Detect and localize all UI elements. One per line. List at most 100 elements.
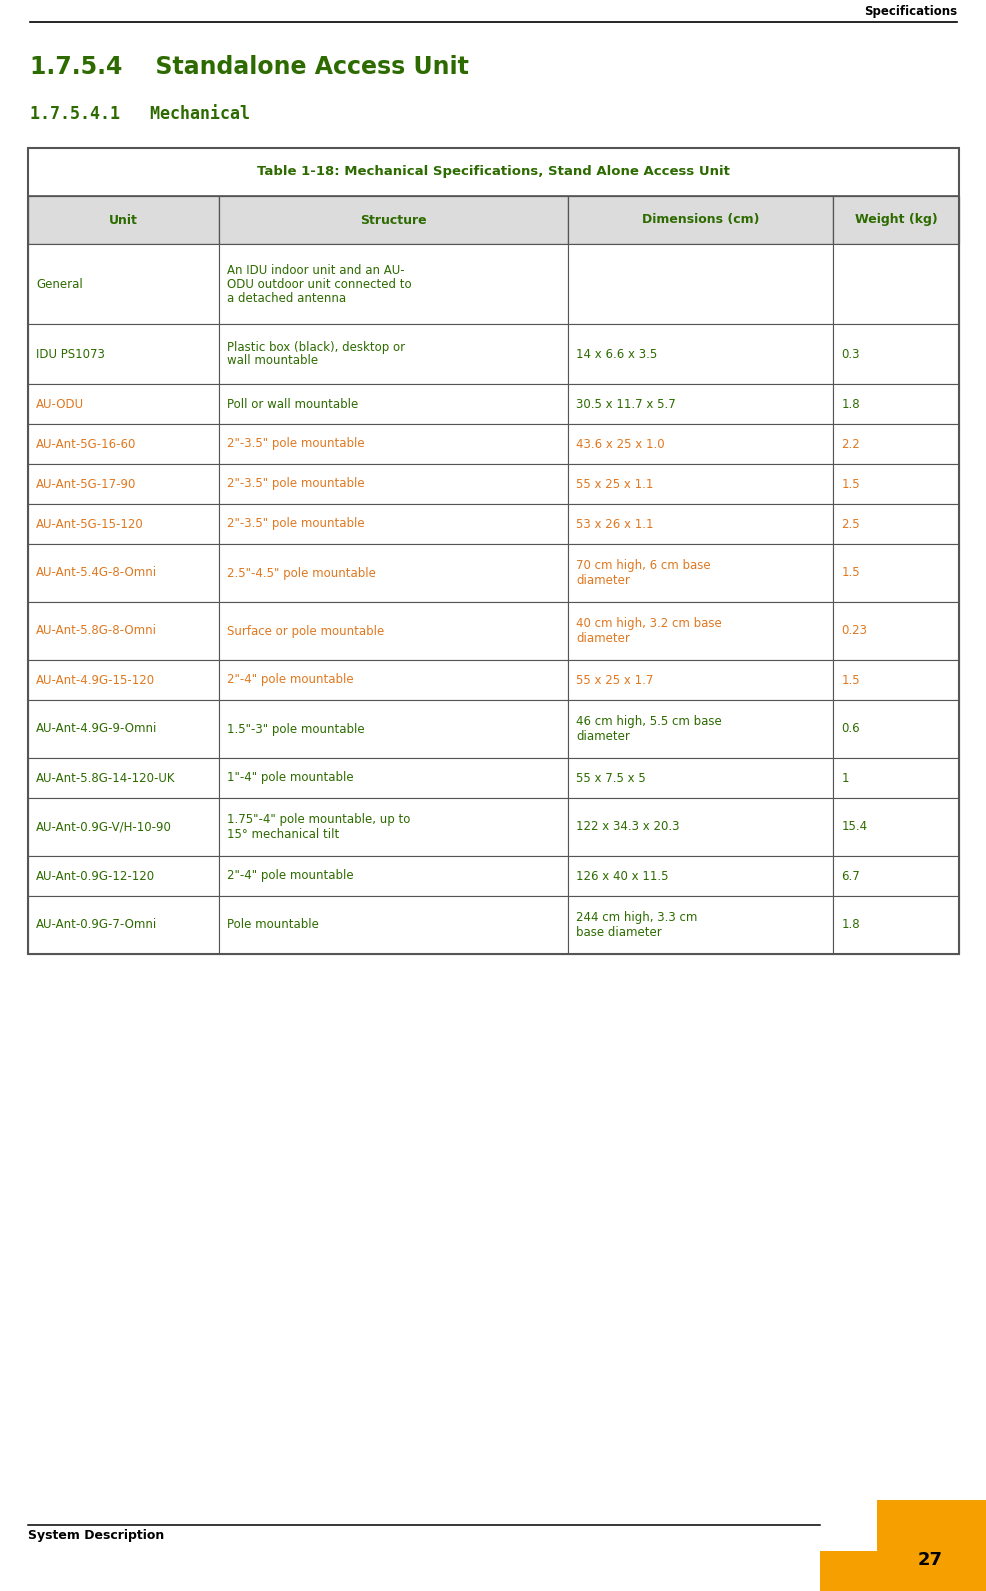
Text: 126 x 40 x 11.5: 126 x 40 x 11.5 xyxy=(576,870,668,883)
Text: 14 x 6.6 x 3.5: 14 x 6.6 x 3.5 xyxy=(576,347,657,361)
Bar xyxy=(832,601,958,660)
Text: 1.5: 1.5 xyxy=(840,566,859,579)
Bar xyxy=(219,196,567,243)
Text: a detached antenna: a detached antenna xyxy=(227,291,346,304)
Text: ODU outdoor unit connected to: ODU outdoor unit connected to xyxy=(227,277,411,291)
Text: 244 cm high, 3.3 cm: 244 cm high, 3.3 cm xyxy=(576,912,697,924)
Bar xyxy=(28,148,958,955)
Bar xyxy=(832,423,958,465)
Text: AU-Ant-4.9G-9-Omni: AU-Ant-4.9G-9-Omni xyxy=(35,722,157,735)
Text: 70 cm high, 6 cm base: 70 cm high, 6 cm base xyxy=(576,560,710,573)
Text: Poll or wall mountable: Poll or wall mountable xyxy=(227,398,358,410)
Bar xyxy=(877,1500,986,1591)
Text: An IDU indoor unit and an AU-: An IDU indoor unit and an AU- xyxy=(227,264,404,277)
Text: Structure: Structure xyxy=(360,213,426,226)
Text: wall mountable: wall mountable xyxy=(227,355,317,368)
Text: 6.7: 6.7 xyxy=(840,870,859,883)
Text: 1.7.5.4    Standalone Access Unit: 1.7.5.4 Standalone Access Unit xyxy=(30,56,468,80)
Text: 122 x 34.3 x 20.3: 122 x 34.3 x 20.3 xyxy=(576,821,678,834)
Text: Dimensions (cm): Dimensions (cm) xyxy=(641,213,758,226)
Text: 43.6 x 25 x 1.0: 43.6 x 25 x 1.0 xyxy=(576,438,664,450)
Bar xyxy=(567,465,832,504)
Text: AU-Ant-5.8G-14-120-UK: AU-Ant-5.8G-14-120-UK xyxy=(35,772,176,784)
Text: 1.75"-4" pole mountable, up to: 1.75"-4" pole mountable, up to xyxy=(227,813,410,826)
Text: Specifications: Specifications xyxy=(863,5,956,18)
Bar xyxy=(567,544,832,601)
Text: 2.5"-4.5" pole mountable: 2.5"-4.5" pole mountable xyxy=(227,566,376,579)
Bar xyxy=(567,660,832,700)
Text: AU-Ant-5G-15-120: AU-Ant-5G-15-120 xyxy=(35,517,144,530)
Bar xyxy=(219,757,567,799)
Bar xyxy=(219,325,567,383)
Bar xyxy=(28,544,219,601)
Bar xyxy=(567,423,832,465)
Text: Weight (kg): Weight (kg) xyxy=(854,213,937,226)
Bar xyxy=(832,196,958,243)
Text: 55 x 25 x 1.7: 55 x 25 x 1.7 xyxy=(576,673,653,686)
Bar xyxy=(28,757,219,799)
Text: 30.5 x 11.7 x 5.7: 30.5 x 11.7 x 5.7 xyxy=(576,398,675,410)
Text: 1.5"-3" pole mountable: 1.5"-3" pole mountable xyxy=(227,722,364,735)
Bar xyxy=(219,700,567,757)
Bar xyxy=(832,465,958,504)
Text: 0.23: 0.23 xyxy=(840,625,867,638)
Text: AU-Ant-5.4G-8-Omni: AU-Ant-5.4G-8-Omni xyxy=(35,566,157,579)
Bar xyxy=(832,799,958,856)
Text: 0.6: 0.6 xyxy=(840,722,859,735)
Bar xyxy=(219,544,567,601)
Text: AU-Ant-5.8G-8-Omni: AU-Ant-5.8G-8-Omni xyxy=(35,625,157,638)
Text: 2.5: 2.5 xyxy=(840,517,859,530)
Bar xyxy=(28,896,219,955)
Text: 1"-4" pole mountable: 1"-4" pole mountable xyxy=(227,772,353,784)
Bar xyxy=(832,757,958,799)
Text: 0.3: 0.3 xyxy=(840,347,859,361)
Text: Plastic box (black), desktop or: Plastic box (black), desktop or xyxy=(227,340,404,353)
Bar xyxy=(219,383,567,423)
Bar xyxy=(567,383,832,423)
Bar xyxy=(567,896,832,955)
Text: IDU PS1073: IDU PS1073 xyxy=(35,347,105,361)
Bar xyxy=(567,856,832,896)
Text: 55 x 25 x 1.1: 55 x 25 x 1.1 xyxy=(576,477,653,490)
Text: 40 cm high, 3.2 cm base: 40 cm high, 3.2 cm base xyxy=(576,617,721,630)
Bar xyxy=(28,660,219,700)
Bar xyxy=(219,243,567,325)
Text: AU-Ant-4.9G-15-120: AU-Ant-4.9G-15-120 xyxy=(35,673,155,686)
Text: 27: 27 xyxy=(917,1551,942,1569)
Text: AU-Ant-0.9G-12-120: AU-Ant-0.9G-12-120 xyxy=(35,870,155,883)
Text: Pole mountable: Pole mountable xyxy=(227,918,318,931)
Bar xyxy=(28,423,219,465)
Bar xyxy=(219,799,567,856)
Text: diameter: diameter xyxy=(576,730,629,743)
Bar xyxy=(219,601,567,660)
Text: AU-Ant-5G-17-90: AU-Ant-5G-17-90 xyxy=(35,477,136,490)
Text: 2.2: 2.2 xyxy=(840,438,859,450)
Text: AU-ODU: AU-ODU xyxy=(35,398,84,410)
Text: 1.8: 1.8 xyxy=(840,918,859,931)
Bar xyxy=(219,423,567,465)
Bar xyxy=(219,856,567,896)
Text: diameter: diameter xyxy=(576,632,629,644)
Bar xyxy=(832,700,958,757)
Bar xyxy=(28,465,219,504)
Text: 15.4: 15.4 xyxy=(840,821,867,834)
Bar xyxy=(832,896,958,955)
Bar xyxy=(567,757,832,799)
Text: Table 1-18: Mechanical Specifications, Stand Alone Access Unit: Table 1-18: Mechanical Specifications, S… xyxy=(256,165,730,178)
Bar xyxy=(28,601,219,660)
Bar xyxy=(832,544,958,601)
Text: 2"-3.5" pole mountable: 2"-3.5" pole mountable xyxy=(227,517,364,530)
Text: diameter: diameter xyxy=(576,573,629,587)
Bar xyxy=(832,243,958,325)
Bar xyxy=(28,148,958,196)
Bar xyxy=(28,243,219,325)
Text: 1.5: 1.5 xyxy=(840,673,859,686)
Text: Unit: Unit xyxy=(108,213,138,226)
Text: base diameter: base diameter xyxy=(576,926,661,939)
Text: AU-Ant-5G-16-60: AU-Ant-5G-16-60 xyxy=(35,438,136,450)
Text: 1.7.5.4.1   Mechanical: 1.7.5.4.1 Mechanical xyxy=(30,105,249,123)
Bar xyxy=(28,856,219,896)
Text: 1.5: 1.5 xyxy=(840,477,859,490)
Text: AU-Ant-0.9G-7-Omni: AU-Ant-0.9G-7-Omni xyxy=(35,918,157,931)
Text: 1.8: 1.8 xyxy=(840,398,859,410)
